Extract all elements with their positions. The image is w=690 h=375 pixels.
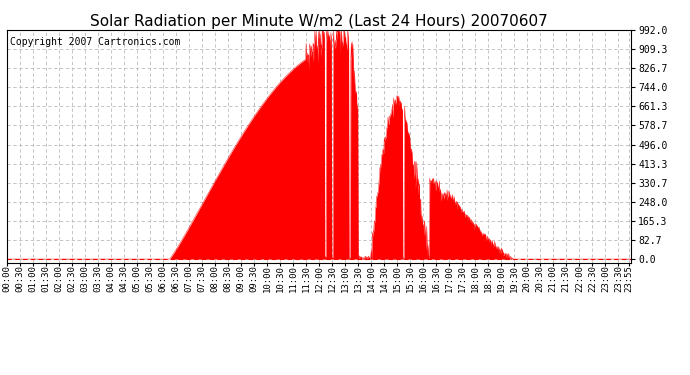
Text: Copyright 2007 Cartronics.com: Copyright 2007 Cartronics.com [10,37,180,47]
Title: Solar Radiation per Minute W/m2 (Last 24 Hours) 20070607: Solar Radiation per Minute W/m2 (Last 24… [90,14,548,29]
